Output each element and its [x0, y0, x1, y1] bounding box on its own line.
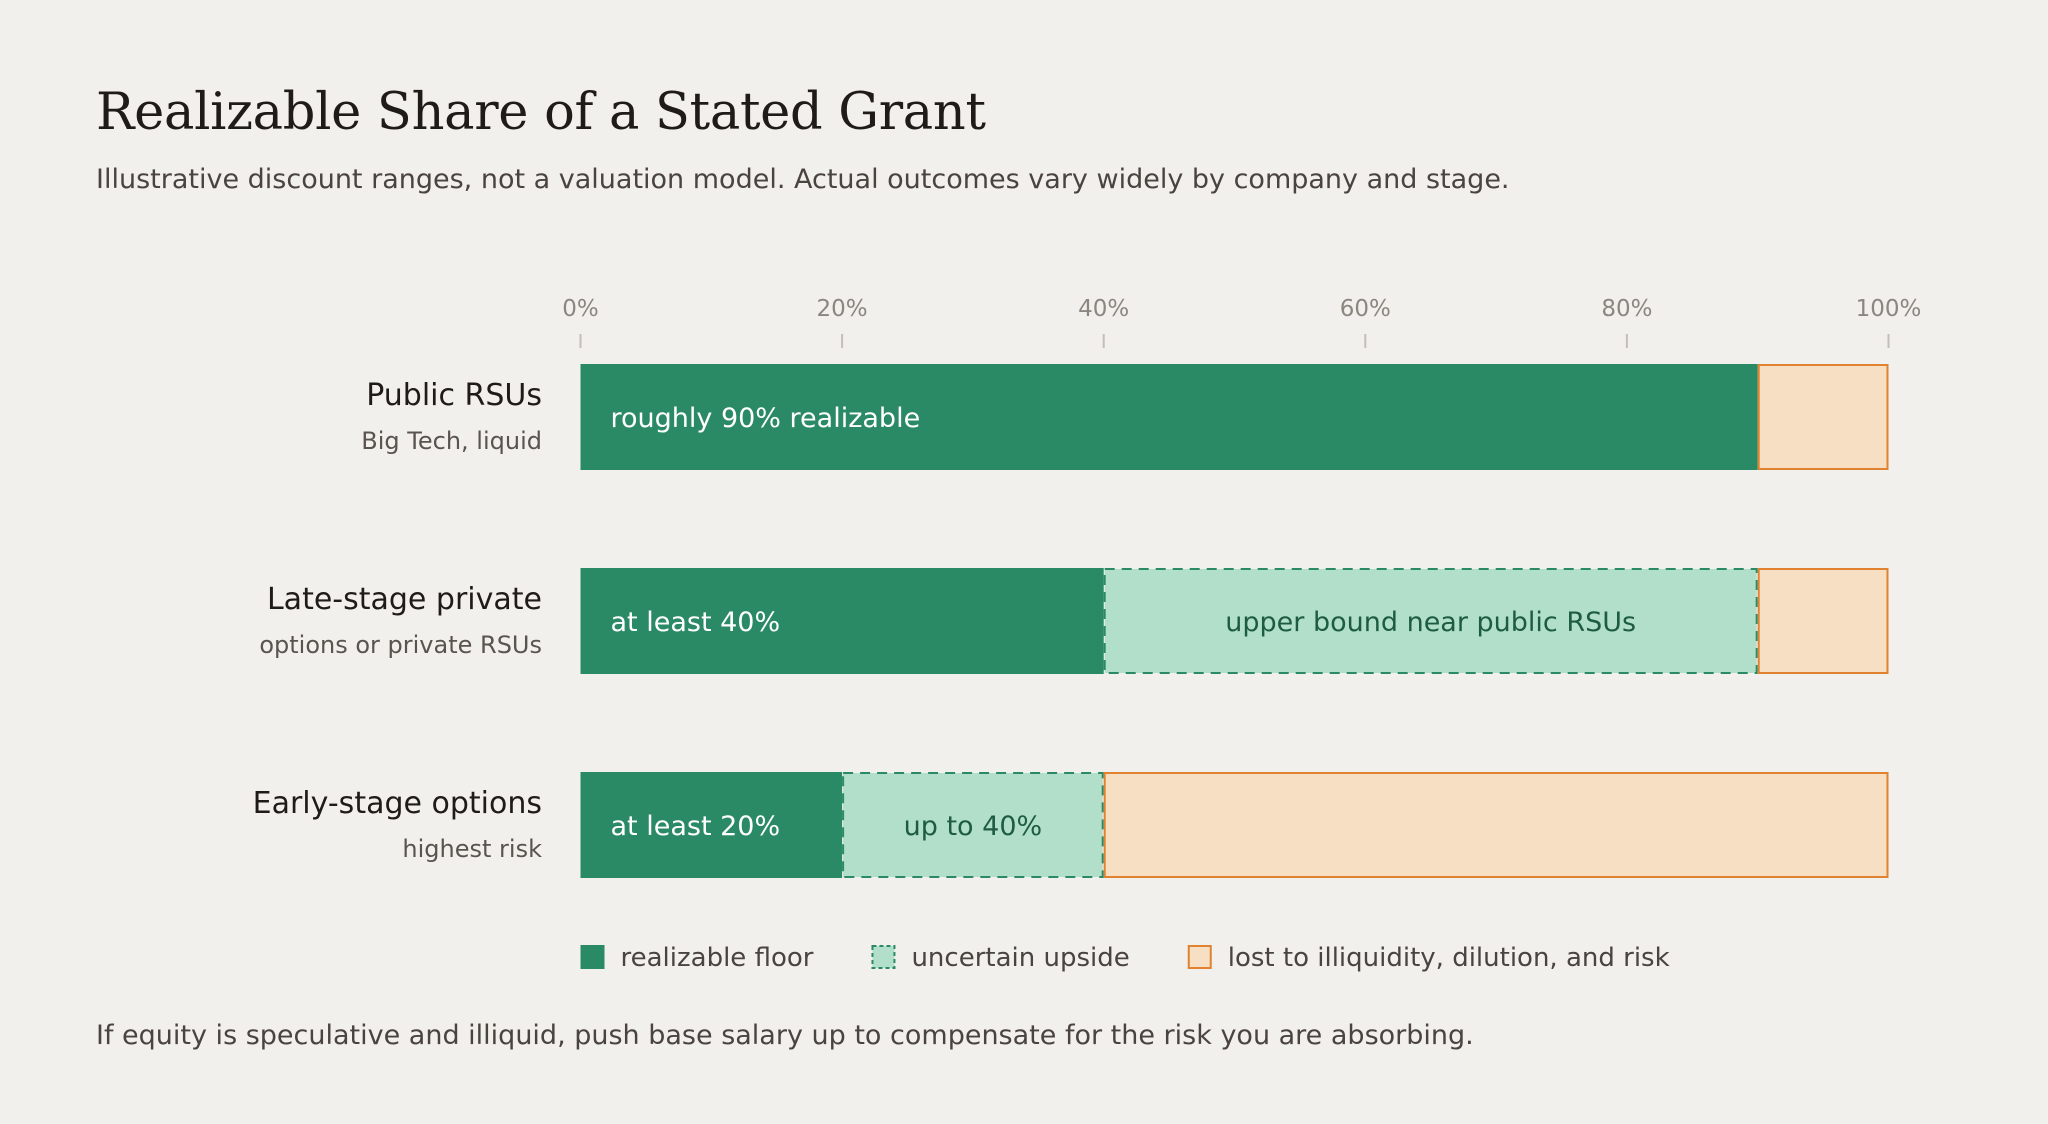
category-label: Public RSUs	[366, 378, 542, 413]
category-sublabel: Big Tech, liquid	[361, 427, 542, 455]
bar-segment-upside	[842, 772, 1104, 878]
legend-swatch-upside	[871, 945, 896, 969]
bar-segment-floor	[580, 364, 1758, 470]
bar-segment-lost	[1103, 772, 1889, 878]
bar-data-label: up to 40%	[904, 811, 1043, 842]
bar-row: Early-stage options highest risk at least …	[253, 772, 1889, 878]
bar-data-label: at least 20%	[611, 811, 781, 842]
x-tick-label: 60%	[1340, 296, 1391, 322]
bar-segment-upside	[1103, 568, 1758, 674]
bar-data-label: upper bound near public RSUs	[1225, 607, 1636, 638]
x-tick-label: 80%	[1601, 296, 1652, 322]
legend: realizable floor uncertain upside lost to …	[580, 943, 1670, 973]
page-subtitle: Illustrative discount ranges, not a valu…	[96, 164, 1510, 195]
bar-segment-lost	[1757, 364, 1889, 470]
category-sublabel: highest risk	[402, 835, 542, 863]
legend-swatch-lost	[1187, 945, 1212, 969]
bar-row: Late-stage private options or private RSU…	[259, 568, 1889, 674]
bar-segment-floor	[580, 568, 1104, 674]
x-tick-label: 20%	[817, 296, 868, 322]
x-tick-label: 0%	[562, 296, 599, 322]
category-label: Late-stage private	[267, 582, 542, 617]
legend-swatch-floor	[580, 945, 605, 969]
legend-label: realizable floor	[621, 943, 814, 973]
legend-label: lost to illiquidity, dilution, and risk	[1228, 943, 1670, 973]
page-title: Realizable Share of a Stated Grant	[96, 83, 986, 142]
legend-label: uncertain upside	[911, 943, 1129, 973]
x-axis: 0% 20% 40% 60% 80% 100%	[562, 296, 1921, 348]
bar-segment-lost	[1757, 568, 1889, 674]
x-tick-label: 100%	[1856, 296, 1922, 322]
x-tick-label: 40%	[1078, 296, 1129, 322]
page-footnote: If equity is speculative and illiquid, p…	[96, 1020, 1474, 1051]
bar-data-label: at least 40%	[611, 607, 781, 638]
bar-data-label: roughly 90% realizable	[611, 403, 921, 434]
bar-segment-floor	[580, 772, 843, 878]
bar-row: Public RSUs Big Tech, liquid roughly 90% r…	[361, 364, 1889, 470]
category-label: Early-stage options	[253, 786, 542, 821]
category-sublabel: options or private RSUs	[259, 631, 542, 659]
